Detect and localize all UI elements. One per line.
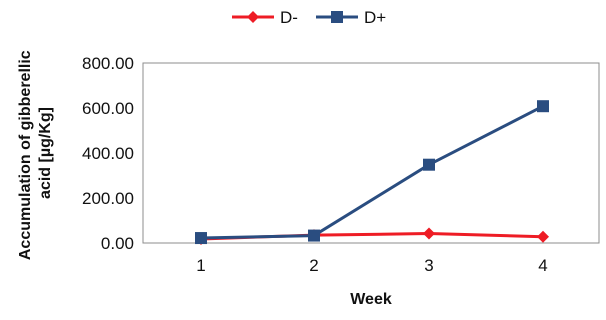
y-tick-label: 600.00: [82, 99, 134, 118]
data-point-d-minus: [537, 230, 549, 243]
y-tick-label: 200.00: [82, 189, 134, 208]
data-point-d-plus: [195, 232, 207, 245]
legend-item-d-plus: D+: [316, 8, 386, 27]
y-tick-label: 800.00: [82, 54, 134, 73]
legend-item-d-minus: D-: [232, 8, 298, 27]
x-tick-label: 3: [424, 256, 433, 275]
series-layer: [195, 100, 549, 245]
data-point-d-plus: [537, 100, 549, 113]
y-axis-title-line-1: Accumulation of gibberellic: [17, 50, 34, 260]
legend-marker-d-minus: [247, 11, 259, 23]
y-axis-title-line-2: acid [µg/Kg]: [37, 107, 54, 199]
plot-area: [142, 62, 600, 244]
legend-marker-d-plus: [331, 11, 343, 23]
data-point-d-minus: [423, 227, 435, 240]
series-line-d-plus: [200, 104, 544, 240]
y-tick-label: 0.00: [101, 234, 134, 253]
x-tick-label: 1: [196, 256, 205, 275]
legend-label-d-plus: D+: [364, 8, 386, 27]
legend-label-d-minus: D-: [280, 8, 298, 27]
y-axis-title: Accumulation of gibberellic acid [µg/Kg]: [17, 46, 54, 260]
legend: D- D+: [232, 8, 386, 27]
data-point-d-plus: [423, 158, 435, 171]
x-axis-title: Week: [350, 291, 392, 308]
x-tick-labels: 1 2 3 4: [196, 256, 547, 275]
y-tick-label: 400.00: [82, 144, 134, 163]
data-point-d-plus: [308, 229, 320, 242]
y-tick-labels: 0.00 200.00 400.00 600.00 800.00: [82, 54, 134, 253]
x-tick-label: 2: [309, 256, 318, 275]
x-tick-label: 4: [538, 256, 547, 275]
